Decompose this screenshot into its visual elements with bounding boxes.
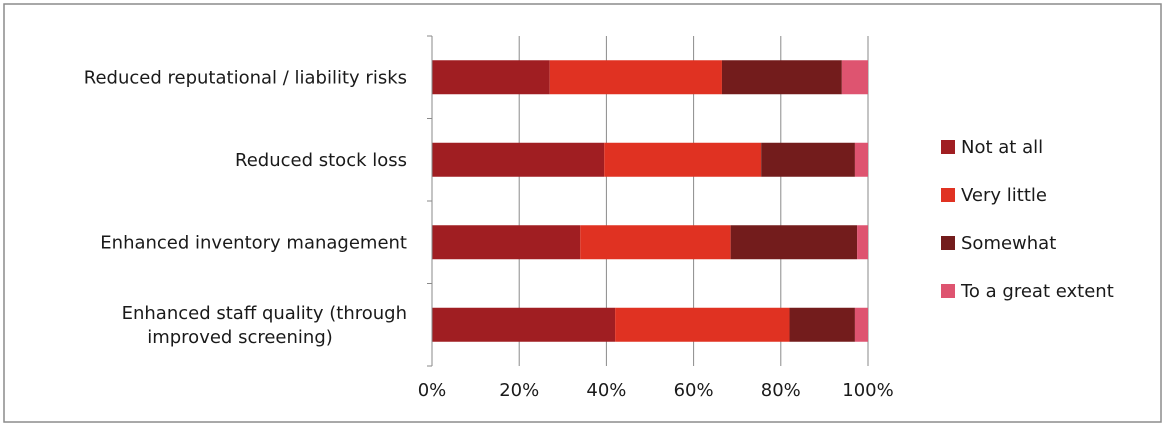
legend-label: To a great extent [960, 281, 1114, 302]
bar-segment [730, 225, 858, 260]
category-labels: Reduced reputational / liability risks Re… [84, 67, 407, 348]
bar-segment [721, 60, 842, 95]
bar-segment [854, 307, 868, 342]
bar-segment [432, 225, 581, 260]
category-label: Enhanced inventory management [100, 232, 407, 253]
x-tick-label: 100% [842, 380, 893, 401]
x-tick-labels: 0% 20% 40% 60% 80% 100% [418, 380, 894, 401]
bar-segment [432, 307, 616, 342]
bar-segment [615, 307, 790, 342]
bar-segment [761, 142, 855, 177]
x-tick-label: 40% [586, 380, 626, 401]
legend-swatch [941, 140, 955, 154]
x-tick-label: 80% [761, 380, 801, 401]
bar-segment [841, 60, 868, 95]
bar-segment [854, 142, 868, 177]
bars [432, 60, 868, 342]
legend-swatch [941, 284, 955, 298]
bar-segment [432, 60, 550, 95]
bar-segment [857, 225, 868, 260]
legend-label: Not at all [961, 137, 1043, 158]
x-tick-label: 0% [418, 380, 447, 401]
legend-swatch [941, 188, 955, 202]
x-tick-label: 60% [674, 380, 714, 401]
legend-swatch [941, 236, 955, 250]
bar-segment [580, 225, 731, 260]
legend-label: Somewhat [961, 233, 1056, 254]
x-tick-label: 20% [499, 380, 539, 401]
category-label: Reduced reputational / liability risks [84, 67, 407, 88]
bar-segment [789, 307, 855, 342]
bar-segment [432, 142, 605, 177]
y-axis [427, 35, 433, 367]
legend: Not at all Very little Somewhat To a great … [941, 137, 1114, 302]
bar-segment [549, 60, 722, 95]
legend-label: Very little [961, 185, 1047, 206]
category-label: Enhanced staff quality (through improved … [122, 303, 407, 348]
category-label: Reduced stock loss [235, 150, 407, 171]
bar-segment [604, 142, 762, 177]
